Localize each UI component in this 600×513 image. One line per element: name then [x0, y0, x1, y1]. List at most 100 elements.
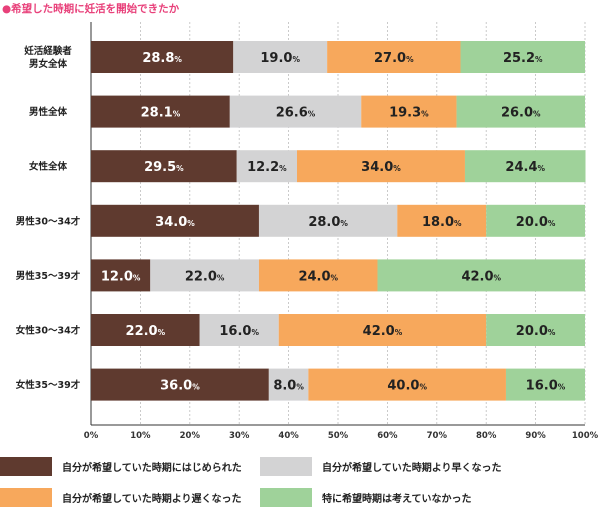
data-label: 19.0%	[260, 51, 300, 66]
data-label: 22.0%	[126, 324, 166, 339]
percent-sign: %	[192, 383, 200, 392]
bar-segment	[486, 204, 585, 237]
bar-segment	[91, 314, 200, 346]
category-label-line: 女性35〜39才	[16, 379, 81, 391]
legend-label: 自分が希望していた時期より遅くなった	[62, 493, 242, 505]
percent-sign: %	[308, 110, 316, 119]
percent-sign: %	[535, 55, 543, 64]
data-label: 36.0%	[160, 379, 200, 394]
bar-segment	[397, 204, 487, 237]
percent-sign: %	[538, 164, 546, 173]
data-label: 34.0%	[155, 215, 195, 230]
percent-sign: %	[176, 164, 184, 173]
data-label: 18.0%	[422, 215, 462, 230]
category-label-line: 男性全体	[29, 106, 68, 118]
bar-segment	[236, 150, 297, 183]
percent-sign: %	[174, 55, 182, 64]
category-label: 女性全体	[29, 161, 68, 173]
x-tick-label: 10%	[130, 431, 151, 441]
category-label-line: 男性35〜39才	[16, 270, 81, 282]
data-label: 26.0%	[501, 106, 541, 121]
bar-segment	[377, 259, 585, 292]
percent-sign: %	[133, 273, 141, 282]
data-label: 12.2%	[247, 160, 287, 175]
legend-swatch	[0, 487, 52, 507]
x-tick-label: 40%	[278, 431, 299, 441]
data-label: 28.0%	[308, 215, 348, 230]
x-tick-label: 50%	[328, 431, 349, 441]
percent-sign: %	[454, 219, 462, 228]
percent-sign: %	[533, 110, 541, 119]
percent-sign: %	[173, 110, 181, 119]
percent-sign: %	[494, 273, 502, 282]
data-label: 20.0%	[516, 215, 556, 230]
x-tick-label: 100%	[572, 431, 599, 441]
data-label: 22.0%	[185, 269, 225, 284]
bar-segment	[150, 259, 259, 292]
category-label: 女性35〜39才	[16, 379, 81, 391]
bar-segment	[91, 95, 230, 128]
x-tick-label: 90%	[525, 431, 546, 441]
x-tick-label: 0%	[84, 431, 99, 441]
bar-segment	[464, 150, 586, 183]
category-label-line: 男性30〜34才	[16, 215, 81, 227]
bar-segment	[460, 41, 585, 73]
bar-segment	[505, 368, 585, 401]
category-label-line: 女性全体	[29, 161, 68, 173]
percent-sign: %	[548, 328, 556, 337]
bar-segment	[456, 95, 585, 128]
data-label: 27.0%	[374, 51, 414, 66]
data-label: 16.0%	[526, 379, 566, 394]
data-label: 28.1%	[141, 106, 181, 121]
percent-sign: %	[395, 328, 403, 337]
data-label: 20.0%	[516, 324, 556, 339]
chart-title: ●希望した時期に妊活を開始できたか	[2, 3, 180, 15]
bar-segment	[233, 41, 328, 73]
percent-sign: %	[558, 383, 566, 392]
legend-item: 特に希望時期は考えていなかった	[260, 487, 472, 507]
category-label-line: 女性30〜34才	[16, 325, 81, 337]
category-label-line: 男女全体	[29, 58, 68, 70]
data-label: 19.3%	[389, 106, 429, 121]
legend-item: 自分が希望していた時期より遅くなった	[0, 487, 242, 507]
bar-segment	[229, 95, 362, 128]
x-tick-label: 30%	[229, 431, 250, 441]
bar-segment	[258, 259, 378, 292]
data-label: 16.0%	[219, 324, 259, 339]
bar-segment	[308, 368, 506, 401]
percent-sign: %	[217, 273, 225, 282]
bar-segment	[91, 259, 151, 292]
bar-segment	[91, 204, 259, 237]
legend-swatch	[260, 456, 312, 476]
x-tick-label: 80%	[476, 431, 497, 441]
bar-segment	[258, 204, 398, 237]
bar-segment	[278, 314, 487, 346]
percent-sign: %	[292, 55, 300, 64]
x-tick-label: 20%	[180, 431, 201, 441]
legend-label: 自分が希望していた時期より早くなった	[322, 462, 502, 474]
data-label: 26.6%	[276, 106, 316, 121]
percent-sign: %	[548, 219, 556, 228]
legend-item: 自分が希望していた時期にはじめられた	[0, 456, 242, 476]
bar-segment	[91, 41, 234, 73]
category-label-line: 妊活経験者	[24, 45, 72, 57]
bar-segment	[268, 368, 309, 401]
percent-sign: %	[393, 164, 401, 173]
data-label: 8.0%	[273, 379, 304, 394]
legend-label: 自分が希望していた時期にはじめられた	[62, 462, 242, 474]
percent-sign: %	[158, 328, 166, 337]
percent-sign: %	[279, 164, 287, 173]
data-label: 34.0%	[361, 160, 401, 175]
percent-sign: %	[331, 273, 339, 282]
percent-sign: %	[419, 383, 427, 392]
percent-sign: %	[187, 219, 195, 228]
data-label: 42.0%	[461, 269, 501, 284]
legend-swatch	[0, 456, 52, 476]
bar-segment	[486, 314, 585, 346]
data-label: 24.4%	[505, 160, 545, 175]
percent-sign: %	[340, 219, 348, 228]
percent-sign: %	[296, 383, 304, 392]
data-label: 12.0%	[101, 269, 141, 284]
legend-label: 特に希望時期は考えていなかった	[322, 493, 472, 505]
bar-segment	[296, 150, 465, 183]
